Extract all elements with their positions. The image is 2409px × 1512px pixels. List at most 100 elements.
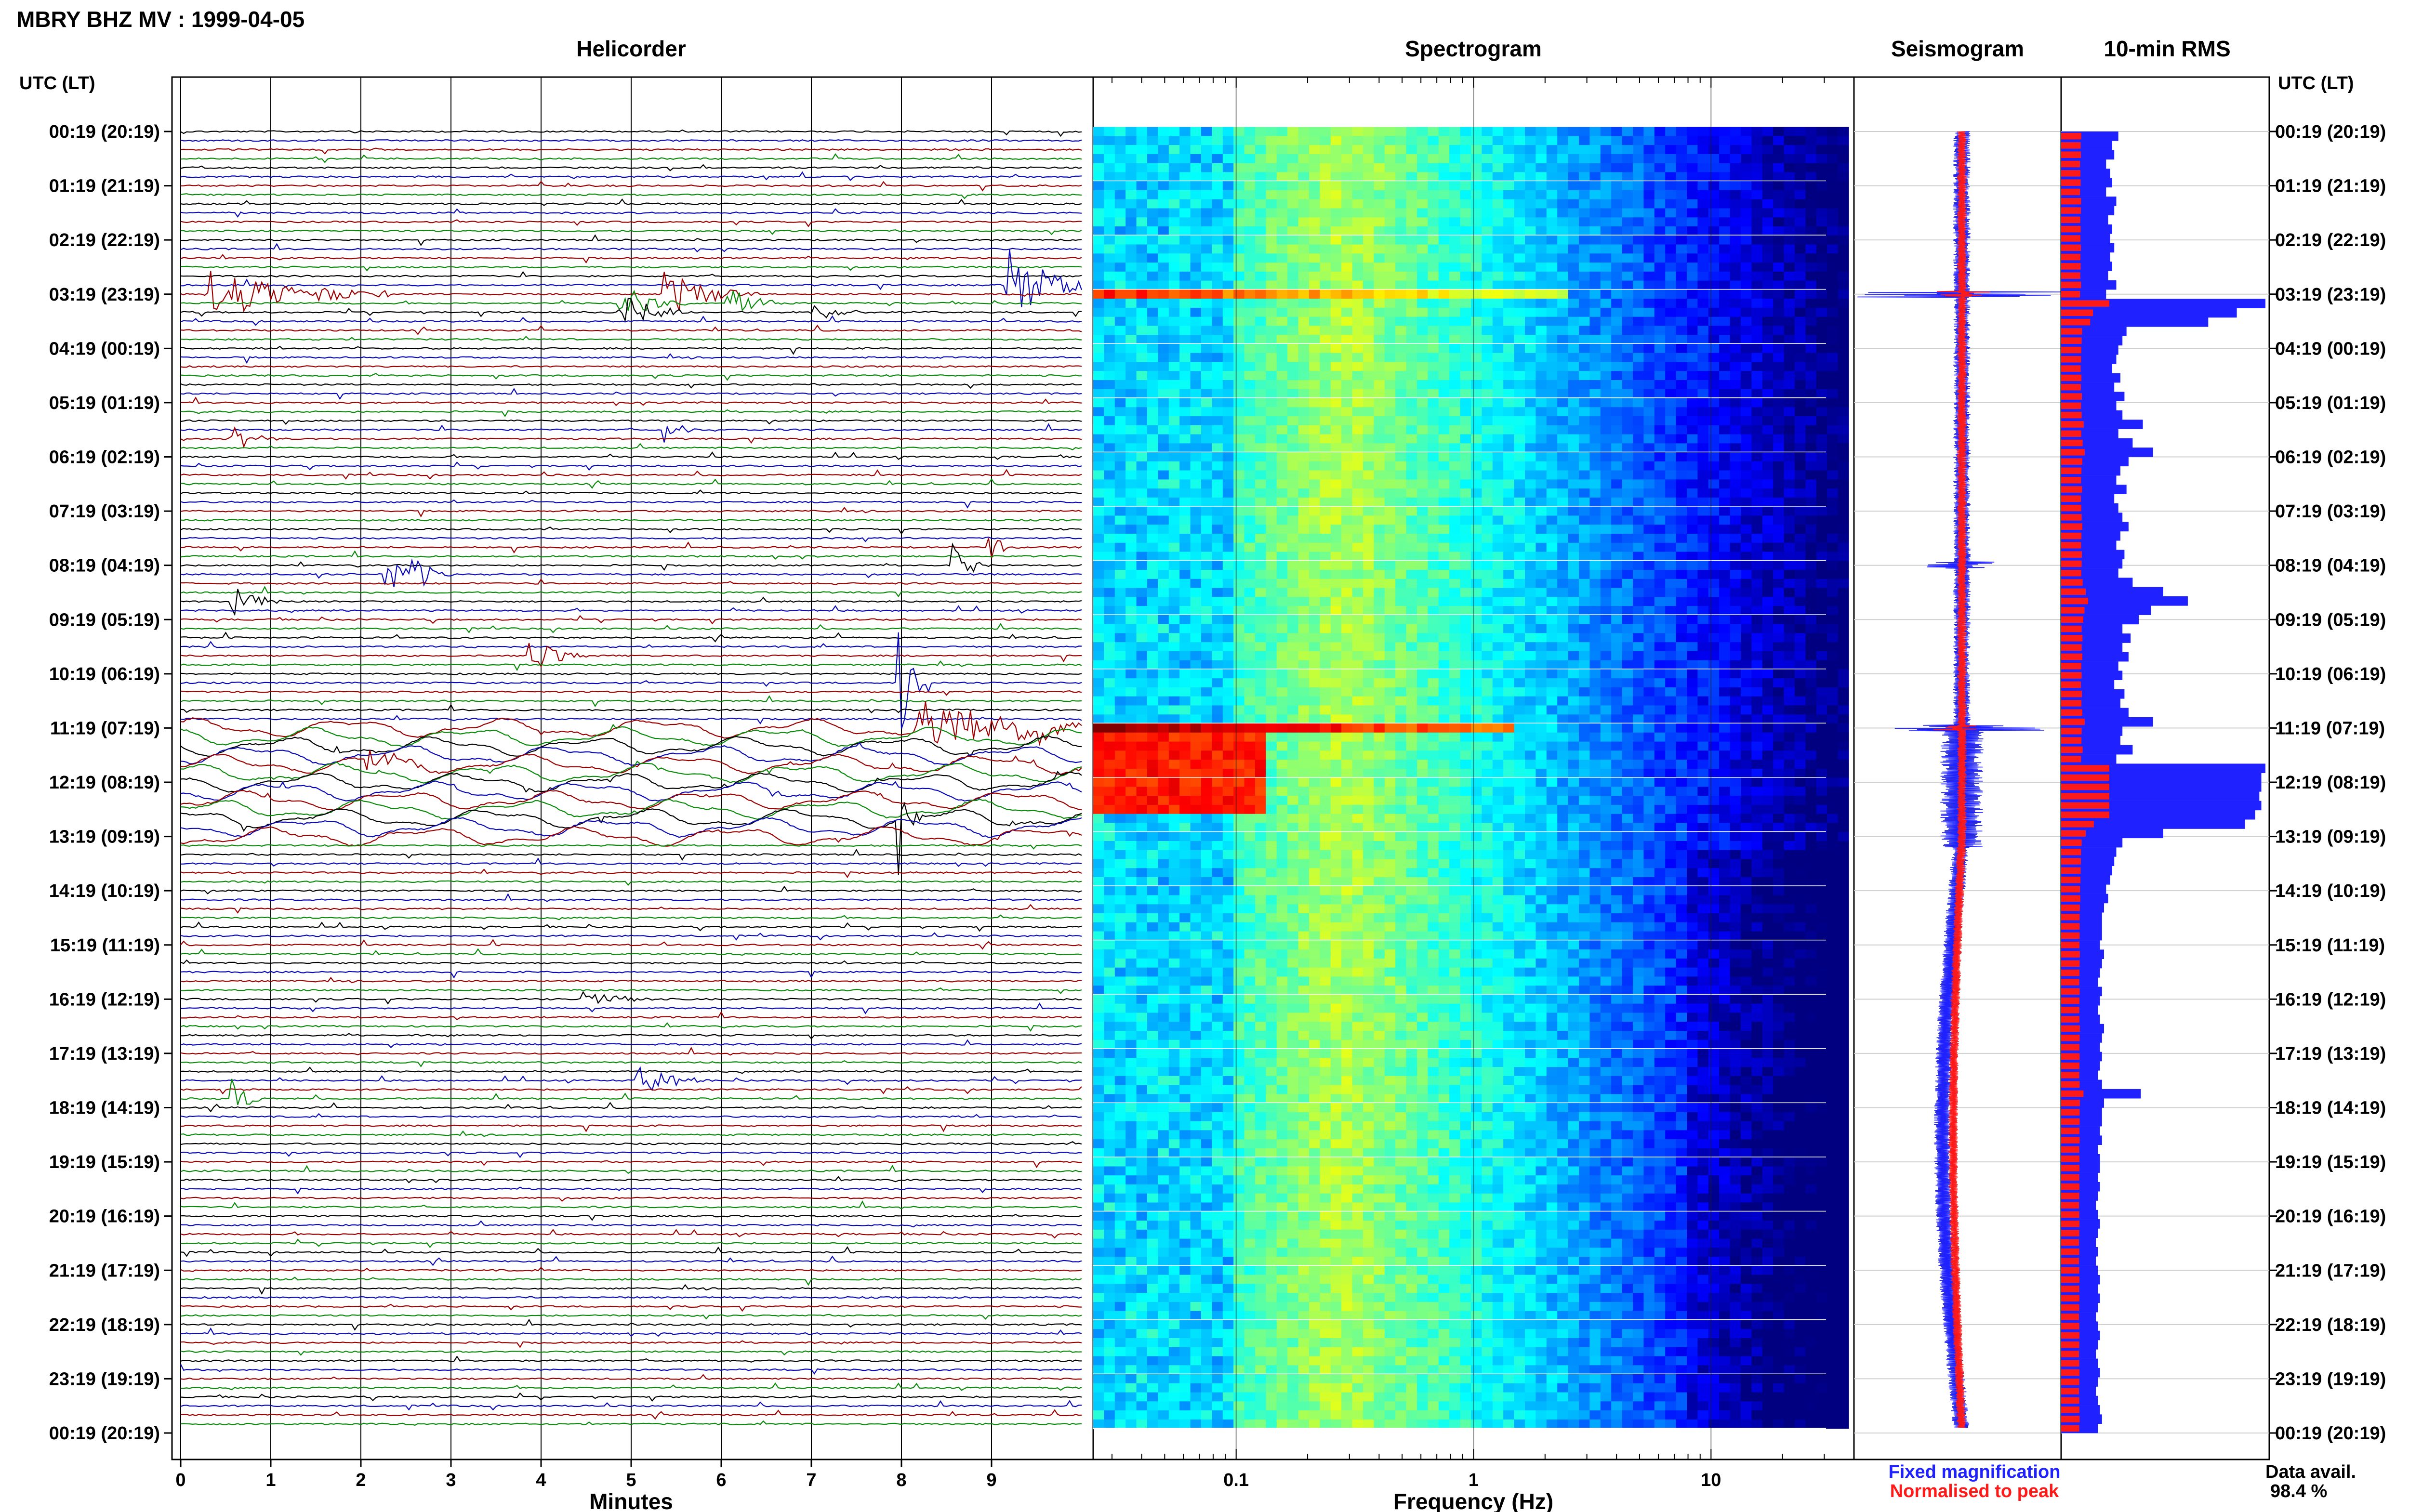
spectrogram-cell <box>1168 552 1180 561</box>
spectrogram-cell <box>1341 199 1353 209</box>
spectrogram-cell <box>1816 461 1827 471</box>
spectrogram-cell <box>1352 154 1363 164</box>
spectrogram-cell <box>1190 299 1202 308</box>
spectrogram-cell <box>1363 416 1374 426</box>
spectrogram-cell <box>1212 696 1223 706</box>
spectrogram-cell <box>1147 678 1158 688</box>
spectrogram-cell <box>1633 705 1644 715</box>
spectrogram-cell <box>1374 407 1385 417</box>
spectrogram-cell <box>1525 416 1536 426</box>
spectrogram-cell <box>1535 633 1547 643</box>
spectrogram-cell <box>1492 199 1504 209</box>
spectrogram-cell <box>1179 316 1191 326</box>
spectrogram-cell <box>1654 687 1666 697</box>
spectrogram-cell <box>1298 588 1310 597</box>
spectrogram-cell <box>1492 271 1504 281</box>
spectrogram-cell <box>1643 253 1655 263</box>
spectrogram-cell <box>1363 407 1374 417</box>
spectrogram-cell <box>1697 190 1709 200</box>
spectrogram-cell <box>1708 127 1720 136</box>
spectrogram-cell <box>1719 127 1731 136</box>
spectrogram-cell <box>1654 181 1666 191</box>
spectrogram-cell <box>1784 570 1795 579</box>
spectrogram-cell <box>1676 163 1687 172</box>
spectrogram-cell <box>1503 136 1515 145</box>
spectrogram-cell <box>1600 416 1612 426</box>
spectrogram-cell <box>1384 597 1396 606</box>
spectrogram-cell <box>1535 217 1547 227</box>
spectrogram-cell <box>1179 525 1191 534</box>
spectrogram-cell <box>1374 588 1385 597</box>
spectrogram-cell <box>1557 461 1569 471</box>
spectrogram-cell <box>1309 335 1320 344</box>
spectrogram-cell <box>1330 307 1342 317</box>
spectrogram-cell <box>1816 542 1827 552</box>
spectrogram-cell <box>1298 244 1310 254</box>
spectrogram-cell <box>1773 660 1785 670</box>
spectrogram-cell <box>1492 470 1504 480</box>
spectrogram-cell <box>1708 416 1720 426</box>
spectrogram-cell <box>1557 497 1569 507</box>
spectrogram-cell <box>1309 163 1320 172</box>
spectrogram-cell <box>1665 244 1677 254</box>
spectrogram-cell <box>1438 190 1450 200</box>
spectrogram-cell <box>1212 253 1223 263</box>
left-axis-header: UTC (LT) <box>19 73 95 93</box>
spectrogram-cell <box>1104 280 1115 290</box>
spectrogram-cell <box>1665 172 1677 182</box>
spectrogram-cell <box>1233 263 1245 272</box>
spectrogram-cell <box>1805 362 1817 371</box>
spectrogram-cell <box>1633 253 1644 263</box>
spectrogram-cell <box>1622 461 1633 471</box>
spectrogram-cell <box>1633 389 1644 398</box>
minute-tick-label: 5 <box>626 1470 636 1490</box>
spectrogram-cell <box>1708 651 1720 661</box>
spectrogram-cell <box>1255 371 1266 381</box>
spectrogram-cell <box>1557 542 1569 552</box>
spectrogram-cell <box>1762 687 1774 697</box>
spectrogram-cell <box>1460 633 1471 643</box>
spectrogram-cell <box>1751 497 1763 507</box>
spectrogram-cell <box>1546 244 1558 254</box>
spectrogram-cell <box>1514 687 1525 697</box>
spectrogram-cell <box>1795 443 1806 453</box>
spectrogram-cell <box>1320 172 1331 182</box>
spectrogram-cell <box>1730 506 1741 516</box>
spectrogram-cell <box>1104 127 1115 136</box>
spectrogram-cell <box>1406 145 1417 155</box>
spectrogram-cell <box>1114 552 1126 561</box>
spectrogram-cell <box>1255 669 1266 679</box>
spectrogram-cell <box>1525 145 1536 155</box>
spectrogram-cell <box>1665 407 1677 417</box>
spectrogram-cell <box>1320 497 1331 507</box>
spectrogram-cell <box>1309 145 1320 155</box>
spectrogram-cell <box>1395 280 1407 290</box>
spectrogram-cell <box>1406 154 1417 164</box>
spectrogram-cell <box>1233 660 1245 670</box>
spectrogram-cell <box>1730 552 1741 561</box>
spectrogram-cell <box>1762 289 1774 299</box>
helicorder-trace-line <box>180 147 1082 155</box>
spectrogram-cell <box>1751 416 1763 426</box>
left-time-label: 07:19 (03:19) <box>49 501 160 522</box>
helicorder-trace-line <box>180 1255 1082 1266</box>
spectrogram-cell <box>1503 570 1515 579</box>
helicorder-trace-line <box>180 489 1082 495</box>
spectrogram-cell <box>1471 289 1482 299</box>
spectrogram-cell <box>1222 253 1234 263</box>
spectrogram-cell <box>1363 515 1374 525</box>
spectrogram-cell <box>1773 371 1785 381</box>
spectrogram-cell <box>1276 660 1288 670</box>
spectrogram-cell <box>1568 190 1579 200</box>
spectrogram-cell <box>1741 660 1752 670</box>
spectrogram-cell <box>1568 217 1579 227</box>
spectrogram-cell <box>1233 542 1245 552</box>
spectrogram-cell <box>1093 127 1104 136</box>
spectrogram-cell <box>1557 552 1569 561</box>
spectrogram-cell <box>1212 515 1223 525</box>
spectrogram-cell <box>1374 470 1385 480</box>
spectrogram-cell <box>1266 371 1277 381</box>
spectrogram-cell <box>1611 425 1623 434</box>
spectrogram-cell <box>1514 163 1525 172</box>
spectrogram-cell <box>1665 470 1677 480</box>
